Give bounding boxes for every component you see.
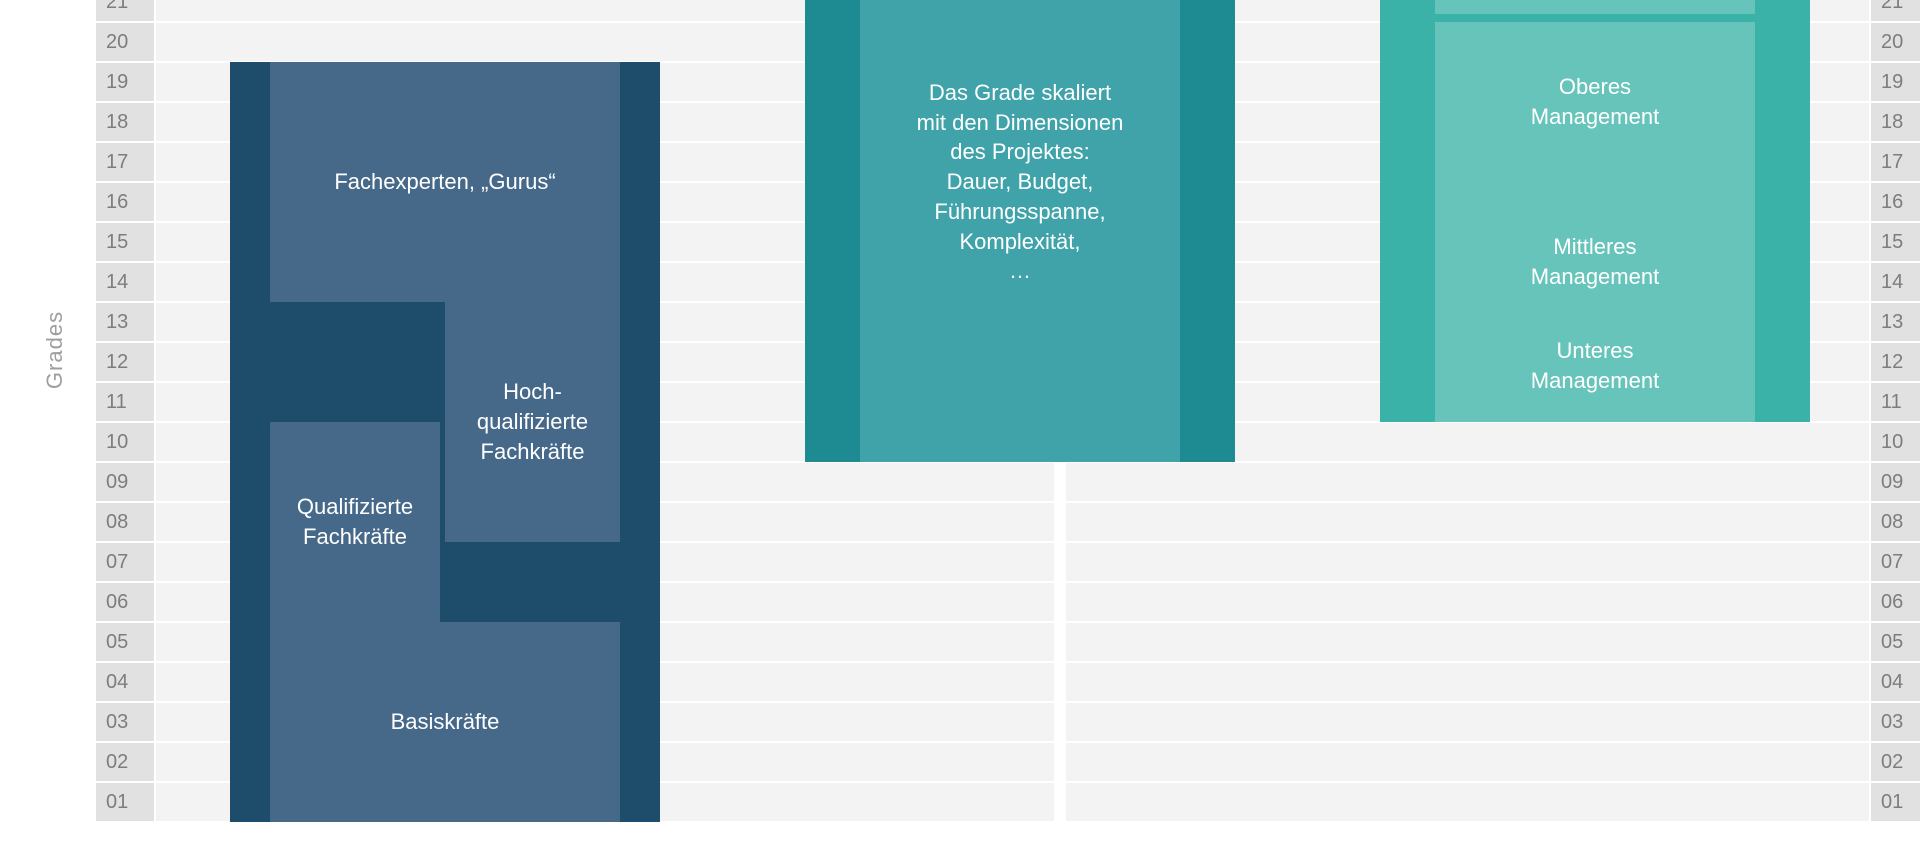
grade-label-right: 11 [1870, 382, 1920, 422]
grade-label-right: 10 [1870, 422, 1920, 462]
grade-label-left: 18 [95, 102, 155, 142]
grade-label-right: 05 [1870, 622, 1920, 662]
grade-label-right: 19 [1870, 62, 1920, 102]
box-oberes-mgmt: OberesManagement [1435, 22, 1755, 182]
grade-label-right: 03 [1870, 702, 1920, 742]
grade-label-left: 09 [95, 462, 155, 502]
column-projektleitung: Das Grade skaliertmit den Dimensionendes… [805, 0, 1235, 462]
grade-label-left: 10 [95, 422, 155, 462]
box-projekt-desc: Das Grade skaliertmit den Dimensionendes… [860, 0, 1180, 462]
grade-row-cell [1065, 462, 1870, 502]
column-management: OberesManagementMittleresManagementUnter… [1380, 0, 1810, 422]
grade-label-left: 13 [95, 302, 155, 342]
grade-label-right: 02 [1870, 742, 1920, 782]
grade-label-right: 16 [1870, 182, 1920, 222]
column-fachlaufbahn: Fachexperten, „Gurus“Hoch-qualifizierteF… [230, 62, 660, 822]
grade-label-left: 07 [95, 542, 155, 582]
grade-label-left: 04 [95, 662, 155, 702]
grade-label-left: 16 [95, 182, 155, 222]
grade-label-left: 17 [95, 142, 155, 182]
grade-row-cell [1065, 582, 1870, 622]
grade-label-right: 08 [1870, 502, 1920, 542]
grade-label-right: 06 [1870, 582, 1920, 622]
grade-label-left: 01 [95, 782, 155, 822]
grades-diagram: Grades 212120201919181817171616151514141… [0, 0, 1920, 846]
grade-row-cell [1065, 622, 1870, 662]
grade-label-left: 20 [95, 22, 155, 62]
grade-label-right: 13 [1870, 302, 1920, 342]
grade-label-left: 08 [95, 502, 155, 542]
grade-label-right: 07 [1870, 542, 1920, 582]
grade-label-right: 09 [1870, 462, 1920, 502]
grade-label-right: 14 [1870, 262, 1920, 302]
grade-row-cell [1065, 542, 1870, 582]
grade-row-cell [1065, 502, 1870, 542]
grade-label-left: 11 [95, 382, 155, 422]
grade-label-left: 15 [95, 222, 155, 262]
grade-label-left: 14 [95, 262, 155, 302]
box-basis: Basiskräfte [270, 622, 620, 822]
grade-label-right: 18 [1870, 102, 1920, 142]
grade-label-right: 12 [1870, 342, 1920, 382]
grade-row-cell [1065, 742, 1870, 782]
box-gurus: Fachexperten, „Gurus“ [270, 62, 620, 302]
grade-label-left: 03 [95, 702, 155, 742]
grade-label-left: 06 [95, 582, 155, 622]
grade-label-right: 01 [1870, 782, 1920, 822]
grade-label-right: 15 [1870, 222, 1920, 262]
grade-row-cell [1065, 782, 1870, 822]
box-hochqual: Hoch-qualifizierteFachkräfte [445, 302, 620, 542]
grade-label-left: 02 [95, 742, 155, 782]
grade-label-right: 17 [1870, 142, 1920, 182]
grade-label-left: 19 [95, 62, 155, 102]
grade-label-right: 21 [1870, 0, 1920, 22]
box-unteres-mgmt: UnteresManagement [1435, 310, 1755, 422]
grade-label-right: 04 [1870, 662, 1920, 702]
grade-label-right: 20 [1870, 22, 1920, 62]
grade-label-left: 05 [95, 622, 155, 662]
grade-label-left: 12 [95, 342, 155, 382]
box-qual: QualifizierteFachkräfte [270, 422, 440, 622]
grade-row-cell [1065, 662, 1870, 702]
box-top-strip [1435, 0, 1755, 14]
y-axis-label: Grades [42, 311, 68, 389]
grade-row-cell [1065, 702, 1870, 742]
grade-label-left: 21 [95, 0, 155, 22]
